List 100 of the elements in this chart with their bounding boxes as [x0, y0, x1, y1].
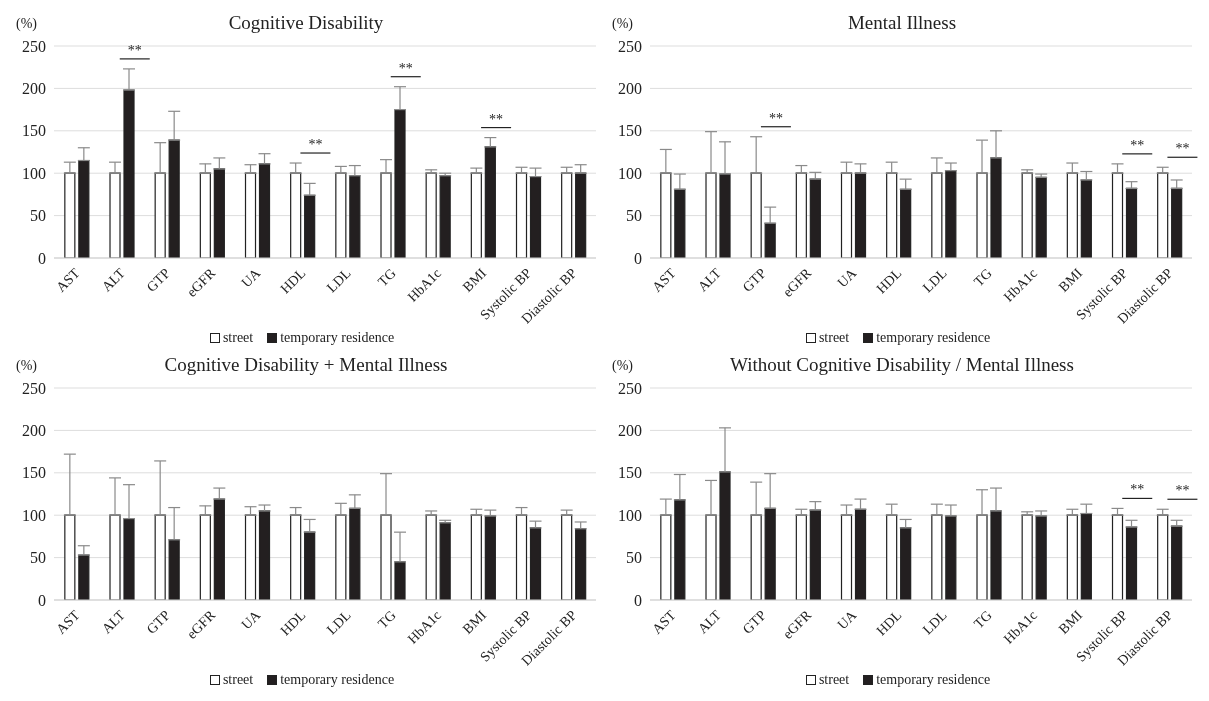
y-tick-label: 250: [618, 37, 642, 55]
bar: [750, 514, 762, 600]
bar: [470, 514, 482, 600]
bar: [335, 172, 347, 258]
bar: [258, 510, 271, 600]
bar: [1080, 179, 1092, 258]
bar: [840, 172, 853, 258]
bar: [213, 168, 225, 258]
bar: [750, 172, 762, 258]
bar: [78, 554, 90, 600]
y-tick-label: 100: [618, 164, 642, 182]
y-tick-label: 200: [618, 422, 642, 440]
bar: [990, 510, 1002, 600]
x-tick-label: GTP: [739, 607, 770, 637]
legend-label: street: [222, 672, 254, 688]
x-tick-label: TG: [375, 265, 399, 290]
bar: [258, 163, 271, 258]
bar: [529, 527, 542, 600]
bar: [990, 157, 1002, 258]
bar: [109, 514, 121, 600]
bar: [154, 172, 166, 258]
bar: [304, 194, 316, 258]
x-tick-label: LDL: [919, 265, 950, 296]
x-tick-label: LDL: [323, 265, 354, 296]
bar: [931, 514, 943, 600]
x-tick-label: GTP: [143, 607, 174, 637]
y-axis-title: (%): [16, 358, 37, 374]
y-tick-label: 250: [22, 379, 46, 397]
bar: [484, 146, 496, 258]
x-tick-label: TG: [375, 607, 399, 632]
legend-label: temporary residence: [876, 330, 991, 346]
y-axis-title: (%): [612, 16, 633, 32]
bar: [515, 172, 528, 258]
bar: [123, 517, 135, 600]
annotation: **: [768, 110, 783, 126]
bar: [1066, 514, 1078, 600]
bar: [244, 172, 257, 258]
bar: [1080, 512, 1092, 600]
y-tick-label: 150: [618, 464, 642, 482]
bar: [900, 527, 912, 600]
y-tick-label: 50: [30, 549, 46, 567]
y-axis-title: (%): [612, 358, 633, 374]
legend-label: street: [222, 330, 254, 346]
bar: [425, 514, 437, 600]
bar: [886, 172, 898, 258]
chart-title: Without Cognitive Disability / Mental Illness: [730, 354, 1074, 375]
bar: [1021, 172, 1033, 258]
y-tick-label: 100: [22, 506, 46, 524]
y-tick-label: 150: [22, 464, 46, 482]
bar: [425, 172, 437, 258]
bar: [575, 528, 587, 600]
bar: [795, 514, 807, 600]
legend-label: street: [818, 330, 850, 346]
bar: [394, 109, 406, 258]
y-axis-title: (%): [16, 16, 37, 32]
bar: [199, 514, 211, 600]
bar: [575, 172, 587, 258]
bar: [349, 175, 361, 258]
y-tick-label: 0: [38, 249, 46, 267]
chart-title: Cognitive Disability: [228, 12, 384, 33]
bar: [809, 509, 821, 600]
y-tick-label: 200: [22, 80, 46, 98]
bar: [764, 222, 776, 258]
legend-label: temporary residence: [876, 672, 991, 688]
bar: [1111, 514, 1124, 600]
bar: [1171, 187, 1183, 258]
bar: [109, 172, 121, 258]
bar: [886, 514, 898, 600]
bar: [394, 561, 406, 600]
y-tick-label: 0: [38, 591, 46, 609]
bar: [1125, 526, 1138, 600]
bar: [719, 173, 731, 258]
bar: [705, 172, 717, 258]
bar: [290, 172, 302, 258]
y-tick-label: 200: [618, 80, 642, 98]
legend-label: temporary residence: [280, 330, 395, 346]
bar: [304, 531, 316, 600]
bar: [1035, 176, 1047, 258]
legend-label: temporary residence: [280, 672, 395, 688]
bar: [1066, 172, 1078, 258]
bar: [484, 515, 496, 600]
y-tick-label: 0: [634, 249, 642, 267]
x-tick-label: UA: [834, 264, 860, 291]
bar: [1021, 514, 1033, 600]
annotation: **: [1130, 482, 1145, 498]
bar: [674, 188, 686, 258]
bar: [439, 522, 451, 600]
bar: [1171, 525, 1183, 600]
bar: [1157, 172, 1169, 258]
bar: [335, 514, 347, 600]
bar: [809, 178, 821, 258]
annotation: **: [127, 42, 142, 58]
bar: [561, 514, 573, 600]
annotation: **: [1130, 137, 1145, 153]
bar: [168, 139, 180, 258]
bar: [1157, 514, 1169, 600]
bar: [199, 172, 211, 258]
annotation: **: [1175, 483, 1190, 499]
x-tick-label: UA: [238, 606, 264, 633]
x-tick-label: UA: [238, 264, 264, 291]
